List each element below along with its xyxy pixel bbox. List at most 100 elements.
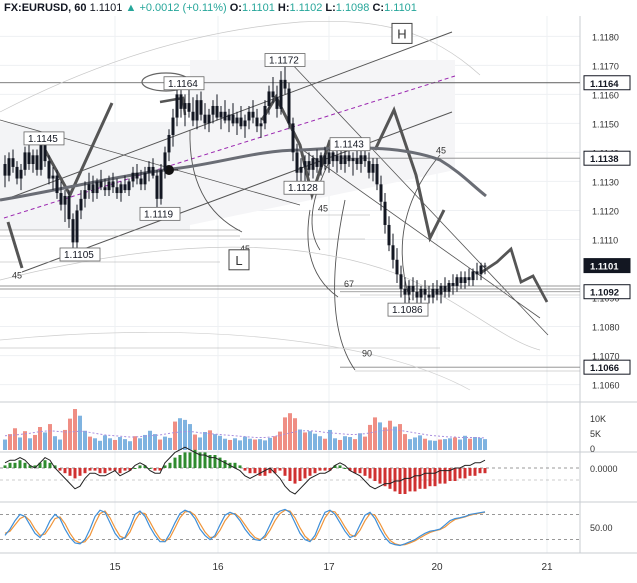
price-change: +0.0012 (+0.11%)	[139, 2, 227, 14]
volume-bar	[88, 436, 92, 450]
histogram-bar	[483, 468, 487, 474]
time-tick-label: 21	[541, 562, 553, 573]
volume-pane	[3, 409, 487, 450]
histogram-bar	[343, 468, 347, 469]
fib-arc	[307, 209, 339, 298]
histogram-bar	[173, 457, 177, 468]
symbol-label: FX:EURUSD, 60	[4, 2, 87, 14]
price-tag-box	[583, 359, 631, 375]
histogram-bar	[463, 468, 467, 479]
candle-body	[347, 155, 351, 162]
swing-label-box	[283, 180, 325, 195]
histogram-bar	[453, 468, 457, 481]
volume-bar	[158, 439, 162, 450]
candle-body	[303, 161, 307, 167]
candle-body	[123, 184, 127, 191]
angle-annotation: 45	[318, 204, 328, 214]
candle-body	[107, 181, 111, 191]
volume-bar	[343, 436, 347, 450]
histogram-bar	[168, 462, 172, 468]
histogram-bar	[223, 460, 227, 468]
swing-label: 1.1086	[392, 305, 423, 316]
histogram-bar	[388, 468, 392, 489]
volume-bar	[233, 438, 237, 450]
candle-body	[299, 166, 303, 173]
volume-bar	[403, 434, 407, 450]
price-tag-box	[583, 75, 631, 91]
marker-box	[228, 249, 250, 271]
candle-body	[19, 169, 23, 179]
histogram-bar	[198, 452, 202, 468]
zigzag-projection	[6, 221, 24, 269]
volume-bar	[333, 438, 337, 450]
histogram-bar	[273, 468, 277, 474]
swing-label: 1.1164	[168, 79, 198, 90]
candle-body	[331, 152, 335, 162]
volume-bar	[323, 438, 327, 450]
volume-bar	[218, 435, 222, 450]
histogram-bar	[48, 462, 52, 468]
histogram-bar	[443, 468, 447, 484]
volume-bar	[153, 434, 157, 450]
price-tick-label: 1.1060	[592, 381, 620, 391]
candle-body	[327, 152, 331, 165]
histogram-bar	[333, 465, 337, 468]
volume-bar	[208, 430, 212, 450]
volume-bar	[223, 438, 227, 450]
low-value: 1.1098	[335, 2, 370, 14]
volume-bar	[313, 433, 317, 450]
candle-body	[167, 134, 171, 153]
candle-body	[295, 152, 299, 173]
candle-body	[443, 285, 447, 292]
candle-body	[111, 181, 115, 188]
volume-bar	[178, 418, 182, 450]
histogram-bar	[218, 457, 222, 468]
candle-body	[255, 117, 259, 127]
histogram-bar	[298, 468, 302, 481]
histogram-bar	[78, 468, 82, 476]
volume-bar	[228, 439, 232, 450]
candle-body	[87, 184, 91, 191]
time-tick-label: 20	[431, 562, 443, 573]
histogram-bar	[288, 468, 292, 481]
volume-bar	[463, 435, 467, 450]
histogram-bar	[278, 468, 282, 471]
histogram-bar	[208, 455, 212, 468]
chart-labels: 1.1145 1.1164 1.1172 1.1143 1.1128 1.1119 1.11…	[12, 22, 446, 359]
volume-bar	[248, 438, 252, 450]
volume-bar	[293, 418, 297, 450]
volume-bar	[113, 439, 117, 450]
candle-body	[459, 277, 463, 284]
zigzag-projection	[159, 96, 187, 116]
candle-body	[287, 88, 291, 124]
candle-body	[43, 143, 47, 162]
price-tick-label: 1.1110	[592, 235, 618, 245]
fib-arc	[334, 199, 356, 371]
volume-bar	[93, 438, 97, 450]
price-tick-label: 1.1170	[592, 61, 619, 71]
histogram-bar	[123, 468, 127, 471]
candle-body	[379, 184, 383, 202]
volume-bar	[358, 433, 362, 450]
histogram-bar	[158, 468, 162, 471]
candle-body	[447, 283, 451, 292]
volume-bar	[353, 439, 357, 450]
histogram-bar	[178, 455, 182, 468]
volume-bar	[213, 434, 217, 450]
swing-label-box	[23, 131, 65, 146]
volume-bar	[263, 440, 267, 450]
histogram-bar	[428, 468, 432, 487]
candle-body	[267, 91, 271, 106]
volume-bar	[253, 439, 257, 450]
moving-average-line	[0, 146, 487, 202]
candle-body	[471, 271, 475, 281]
volume-bar	[33, 434, 37, 450]
histogram-bar	[373, 468, 377, 481]
swing-label-box	[139, 206, 181, 221]
price-tick-label: 1.1120	[592, 206, 619, 216]
histogram-bar	[8, 462, 12, 468]
histogram-bar	[323, 468, 327, 471]
candle-body	[75, 210, 79, 243]
histogram-bar	[213, 455, 217, 468]
